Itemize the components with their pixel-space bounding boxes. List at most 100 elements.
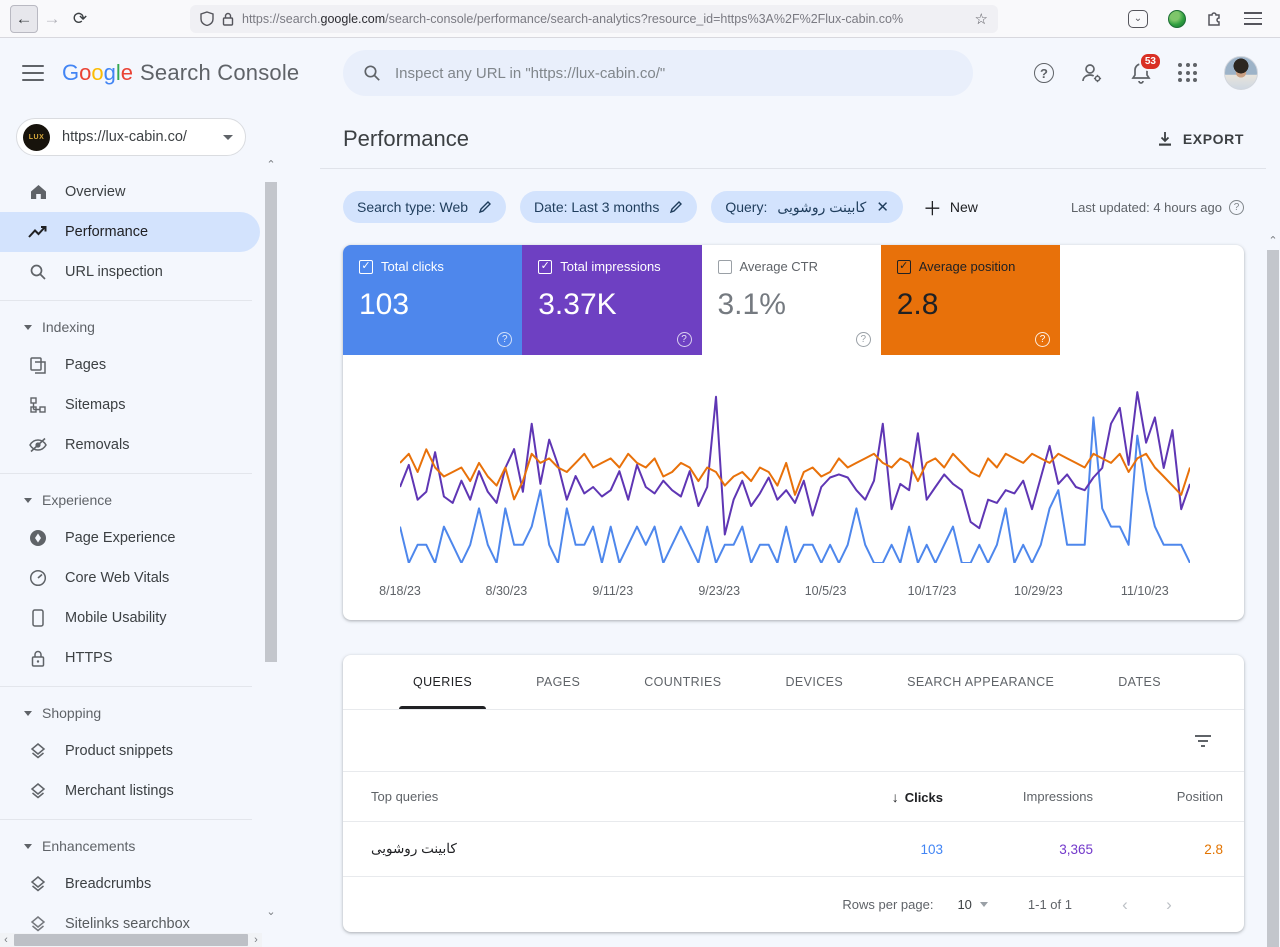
sidebar-item-performance[interactable]: Performance: [0, 212, 260, 252]
divider: [0, 473, 252, 474]
checkbox-unchecked-icon[interactable]: ✓: [717, 259, 732, 274]
tab-queries[interactable]: QUERIES: [381, 655, 504, 709]
tab-countries[interactable]: COUNTRIES: [644, 675, 722, 689]
scroll-right-icon[interactable]: ›: [254, 934, 258, 946]
section-header-experience[interactable]: Experience: [0, 482, 260, 518]
browser-back-button[interactable]: ←: [10, 4, 38, 33]
sidebar-item-label: Sitemaps: [65, 397, 126, 413]
metric-tile-total-impressions[interactable]: ✓ Total impressions 3.37K ?: [522, 245, 702, 355]
divider: [0, 300, 252, 301]
column-header-top-queries[interactable]: Top queries: [371, 789, 439, 804]
idm-extension-icon[interactable]: [1168, 9, 1186, 28]
checkbox-checked-icon[interactable]: ✓: [896, 259, 911, 274]
lock-icon[interactable]: [222, 12, 234, 26]
last-updated-text: Last updated: 4 hours ago: [1070, 199, 1222, 215]
app-menu-icon[interactable]: [22, 65, 44, 81]
rows-per-page-label: Rows per page:: [842, 897, 934, 912]
column-header-position[interactable]: Position: [1176, 789, 1223, 804]
page-experience-icon: [28, 528, 48, 548]
new-filter-button[interactable]: ＋ New: [923, 194, 978, 221]
x-axis-label: 9/11/23: [592, 584, 634, 598]
browser-url-bar[interactable]: https://search.google.com/search-console…: [190, 4, 998, 33]
filter-chip-date[interactable]: Date: Last 3 months: [520, 191, 698, 223]
column-header-clicks[interactable]: ↓ Clicks: [891, 788, 943, 805]
horizontal-scrollbar-thumb[interactable]: [14, 934, 248, 946]
main-scrollbar-thumb[interactable]: [1267, 250, 1279, 947]
google-apps-grid-icon[interactable]: [1178, 63, 1198, 83]
sidebar-item-url-inspection[interactable]: URL inspection: [0, 252, 260, 292]
speedometer-icon: [28, 568, 48, 588]
sidebar-item-label: Mobile Usability: [65, 610, 167, 626]
table-filter-icon[interactable]: [1194, 734, 1212, 747]
metric-tile-average-ctr[interactable]: ✓ Average CTR 3.1% ?: [701, 245, 881, 355]
export-button[interactable]: EXPORT: [1157, 131, 1244, 147]
filter-chip-search-type[interactable]: Search type: Web: [343, 191, 507, 223]
sidebar-item-https[interactable]: HTTPS: [0, 638, 260, 678]
sidebar-item-removals[interactable]: Removals: [0, 425, 260, 465]
help-circle-icon[interactable]: ?: [676, 332, 692, 347]
filter-chip-query[interactable]: Query: کابینت روشویی ✕: [711, 191, 903, 223]
sidebar-item-page-experience[interactable]: Page Experience: [0, 518, 260, 558]
tab-pages[interactable]: PAGES: [536, 675, 581, 689]
next-page-icon[interactable]: ›: [1166, 894, 1172, 914]
edit-pencil-icon[interactable]: [478, 200, 492, 214]
column-header-impressions[interactable]: Impressions: [1022, 789, 1093, 804]
pocket-icon[interactable]: ⌄: [1128, 9, 1148, 28]
scroll-left-icon[interactable]: ‹: [4, 934, 8, 946]
table-row[interactable]: کابینت روشویی 103 3,365 2.8: [343, 822, 1244, 877]
sidebar-item-sitemaps[interactable]: Sitemaps: [0, 385, 260, 425]
scroll-up-icon[interactable]: ⌃: [1268, 235, 1278, 247]
horizontal-scrollbar[interactable]: ‹ ›: [0, 933, 262, 947]
sidebar-scrollbar[interactable]: ⌃ ⌄: [264, 160, 278, 919]
sidebar-item-product-snippets[interactable]: Product snippets: [0, 731, 260, 771]
property-selector[interactable]: LUX https://lux-cabin.co/: [16, 118, 246, 156]
checkbox-checked-icon[interactable]: ✓: [538, 259, 553, 274]
account-settings-icon[interactable]: [1080, 62, 1104, 84]
remove-filter-icon[interactable]: ✕: [876, 199, 889, 216]
section-header-enhancements[interactable]: Enhancements: [0, 828, 260, 864]
scroll-down-icon[interactable]: ⌄: [266, 906, 276, 918]
section-header-indexing[interactable]: Indexing: [0, 309, 260, 345]
checkbox-checked-icon[interactable]: ✓: [359, 259, 373, 274]
sidebar-item-core-web-vitals[interactable]: Core Web Vitals: [0, 558, 260, 598]
bookmark-star-icon[interactable]: ☆: [974, 10, 988, 28]
previous-page-icon[interactable]: ‹: [1122, 894, 1128, 914]
edit-pencil-icon[interactable]: [669, 200, 683, 214]
url-inspect-input[interactable]: [395, 64, 953, 82]
user-avatar[interactable]: [1224, 56, 1258, 90]
help-circle-icon[interactable]: ?: [1229, 199, 1244, 215]
tab-dates[interactable]: DATES: [1118, 675, 1161, 689]
help-circle-icon[interactable]: ?: [855, 332, 871, 347]
extensions-puzzle-icon[interactable]: [1206, 10, 1224, 28]
metric-tile-average-position[interactable]: ✓ Average position 2.8 ?: [880, 245, 1060, 355]
main-scrollbar[interactable]: ⌃: [1266, 108, 1280, 947]
browser-refresh-button[interactable]: ⟳: [72, 8, 88, 28]
tracking-shield-icon[interactable]: [200, 11, 214, 26]
help-circle-icon[interactable]: ?: [1035, 332, 1050, 347]
sidebar-item-sitelinks-searchbox[interactable]: Sitelinks searchbox: [0, 904, 260, 933]
notifications-bell-icon[interactable]: 53: [1130, 52, 1162, 85]
tab-devices[interactable]: DEVICES: [785, 675, 844, 689]
help-icon[interactable]: ?: [1034, 63, 1054, 83]
sidebar-scrollbar-thumb[interactable]: [265, 182, 277, 662]
url-inspect-search[interactable]: [343, 50, 973, 96]
sidebar-item-merchant-listings[interactable]: Merchant listings: [0, 771, 260, 811]
browser-forward-button[interactable]: →: [43, 8, 61, 28]
product-name: Search Console: [140, 60, 300, 85]
browser-menu-icon[interactable]: [1244, 12, 1262, 25]
scroll-up-icon[interactable]: ⌃: [266, 159, 276, 171]
section-collapse-icon: [24, 497, 32, 503]
sidebar-item-pages[interactable]: Pages: [0, 345, 260, 385]
sidebar-item-breadcrumbs[interactable]: Breadcrumbs: [0, 864, 260, 904]
section-header-shopping[interactable]: Shopping: [0, 695, 260, 731]
sidebar-item-mobile-usability[interactable]: Mobile Usability: [0, 598, 260, 638]
help-circle-icon[interactable]: ?: [497, 332, 513, 347]
rows-per-page-select[interactable]: 10: [957, 897, 988, 912]
section-title: Indexing: [42, 319, 95, 335]
sidebar-item-overview[interactable]: Overview: [0, 172, 260, 212]
metric-tile-total-clicks[interactable]: ✓ Total clicks 103 ?: [343, 245, 523, 355]
tab-search-appearance[interactable]: SEARCH APPEARANCE: [907, 675, 1055, 689]
query-cell[interactable]: کابینت روشویی: [371, 841, 457, 856]
sort-descending-icon: ↓: [891, 788, 899, 805]
